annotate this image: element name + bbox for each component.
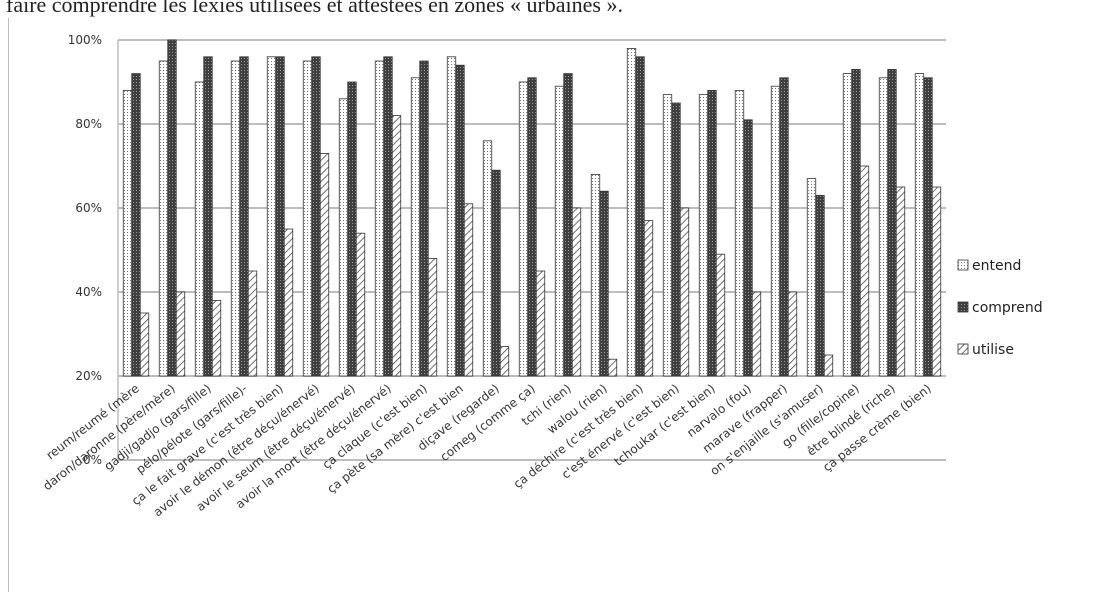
legend-label-utilise: utilise (972, 342, 1014, 358)
bar-comprend (311, 56, 321, 377)
bar-comprend (599, 190, 609, 377)
bar-entend (518, 81, 529, 377)
bar-utilise (139, 312, 150, 377)
bar-entend (914, 73, 925, 377)
y-tick-label: 100% (68, 33, 102, 47)
bar-utilise (175, 291, 186, 377)
bar-comprend (563, 73, 573, 377)
bar-entend (446, 56, 457, 377)
bar-utilise (463, 203, 474, 377)
bar-utilise (895, 186, 906, 377)
bar-comprend (419, 60, 429, 377)
page-header-text: faire comprendre les lexies utilisées et… (6, 0, 623, 17)
bar-comprend (923, 77, 933, 377)
bar-comprend (671, 102, 681, 377)
bar-entend (734, 90, 745, 377)
bar-entend (374, 60, 385, 377)
bar-entend (842, 73, 853, 377)
bar-entend (410, 77, 421, 377)
bar-comprend (455, 64, 465, 377)
bar-utilise (643, 220, 654, 377)
bar-entend (590, 173, 601, 377)
legend-swatch-comprend (957, 301, 969, 313)
bar-utilise (427, 257, 438, 377)
bar-comprend (635, 56, 645, 377)
bar-comprend (779, 77, 789, 377)
bar-utilise (211, 299, 222, 377)
bar-comprend (815, 194, 825, 377)
bar-comprend (707, 90, 717, 377)
y-tick-label: 0% (83, 453, 102, 467)
bar-entend (662, 94, 673, 377)
bar-utilise (535, 270, 546, 377)
bar-comprend (203, 56, 213, 377)
bar-comprend (491, 169, 501, 377)
bar-comprend (851, 69, 861, 377)
bar-entend (302, 60, 313, 377)
bar-comprend (275, 56, 285, 377)
bar-entend (482, 140, 493, 377)
bar-entend (338, 98, 349, 377)
bar-entend (194, 81, 205, 377)
bar-entend (554, 85, 565, 377)
bar-utilise (787, 291, 798, 377)
bar-entend (230, 60, 241, 377)
legend-swatch-utilise (957, 343, 969, 355)
bar-utilise (679, 207, 690, 377)
bar-utilise (391, 115, 402, 377)
bar-utilise (823, 354, 834, 377)
bar-entend (698, 94, 709, 377)
bar-comprend (887, 69, 897, 377)
bar-utilise (931, 186, 942, 377)
legend-label-comprend: comprend (972, 300, 1043, 316)
bar-comprend (527, 77, 537, 377)
y-tick-label: 40% (75, 285, 102, 299)
bar-utilise (247, 270, 258, 377)
bar-entend (266, 56, 277, 377)
bar-utilise (859, 165, 870, 377)
bar-utilise (355, 232, 366, 377)
bar-entend (626, 48, 637, 377)
bar-utilise (607, 358, 618, 377)
bar-utilise (715, 253, 726, 377)
bar-entend (806, 178, 817, 377)
bar-comprend (131, 73, 141, 377)
y-tick-label: 60% (75, 201, 102, 215)
bar-utilise (499, 346, 510, 377)
y-tick-label: 20% (75, 369, 102, 383)
bar-comprend (743, 119, 753, 377)
bar-comprend (383, 56, 393, 377)
bar-utilise (283, 228, 294, 377)
bar-entend (770, 85, 781, 377)
figure-frame (8, 18, 9, 592)
legend-swatch-entend (957, 259, 969, 271)
bar-utilise (751, 291, 762, 377)
bar-comprend (347, 81, 357, 377)
bar-entend (158, 60, 169, 377)
bar-entend (878, 77, 889, 377)
bar-utilise (571, 207, 582, 377)
y-tick-label: 80% (75, 117, 102, 131)
bar-comprend (239, 56, 249, 377)
legend-label-entend: entend (972, 258, 1021, 274)
bar-comprend (167, 39, 177, 377)
bar-entend (122, 90, 133, 377)
bar-utilise (319, 152, 330, 377)
